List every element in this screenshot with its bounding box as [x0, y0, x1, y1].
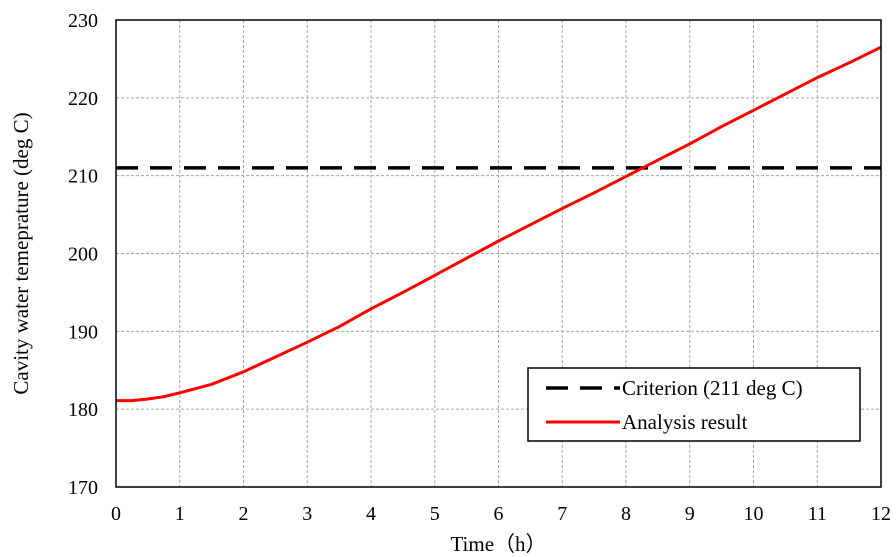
y-tick-label: 200: [68, 244, 98, 266]
legend-label: Criterion (211 deg C): [622, 376, 803, 400]
x-tick-label: 4: [366, 503, 376, 525]
legend-box: [527, 367, 861, 442]
x-tick-label: 10: [744, 503, 764, 525]
x-tick-label: 3: [302, 503, 312, 525]
y-tick-label: 230: [68, 10, 98, 32]
analysis-result-line: [116, 45, 882, 403]
x-axis-title: Time（h）: [450, 532, 546, 556]
x-tick-label: 0: [111, 503, 121, 525]
x-tick-label: 11: [808, 503, 827, 525]
legend-label: Analysis result: [622, 410, 748, 434]
legend: Criterion (211 deg C) Analysis result: [527, 367, 861, 442]
x-tick-label: 12: [871, 503, 891, 525]
y-axis-title: Cavity water temeprature (deg C): [9, 112, 33, 394]
y-tick-label: 190: [68, 321, 98, 343]
x-tick-label: 5: [430, 503, 440, 525]
y-tick-label: 210: [68, 166, 98, 188]
x-tick-label: 6: [494, 503, 504, 525]
y-tick-label: 220: [68, 88, 98, 110]
x-tick-label: 9: [685, 503, 695, 525]
x-tick-label: 1: [175, 503, 185, 525]
y-tick-label: 180: [68, 399, 98, 421]
x-tick-label: 2: [239, 503, 249, 525]
plot-frame: [115, 19, 882, 488]
y-tick-label: 170: [68, 477, 98, 499]
x-tick-label: 7: [557, 503, 567, 525]
series-layer: [116, 45, 882, 403]
x-tick-label: 8: [621, 503, 631, 525]
